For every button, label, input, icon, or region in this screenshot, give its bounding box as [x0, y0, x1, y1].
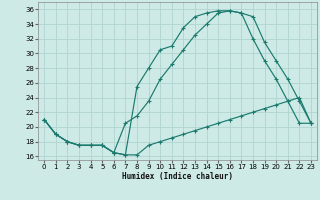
X-axis label: Humidex (Indice chaleur): Humidex (Indice chaleur) [122, 172, 233, 181]
